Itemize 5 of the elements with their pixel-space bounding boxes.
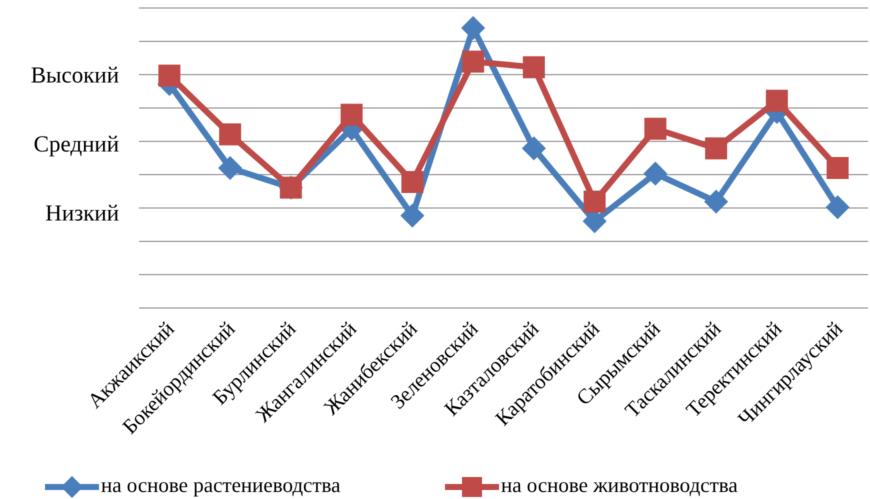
text: Низкий [45, 200, 119, 226]
legend-label: на основе растениеводства [101, 472, 342, 497]
text: Высокий [30, 62, 119, 88]
legend-label: на основе животноводства [501, 472, 738, 497]
text: Средний [34, 131, 119, 156]
